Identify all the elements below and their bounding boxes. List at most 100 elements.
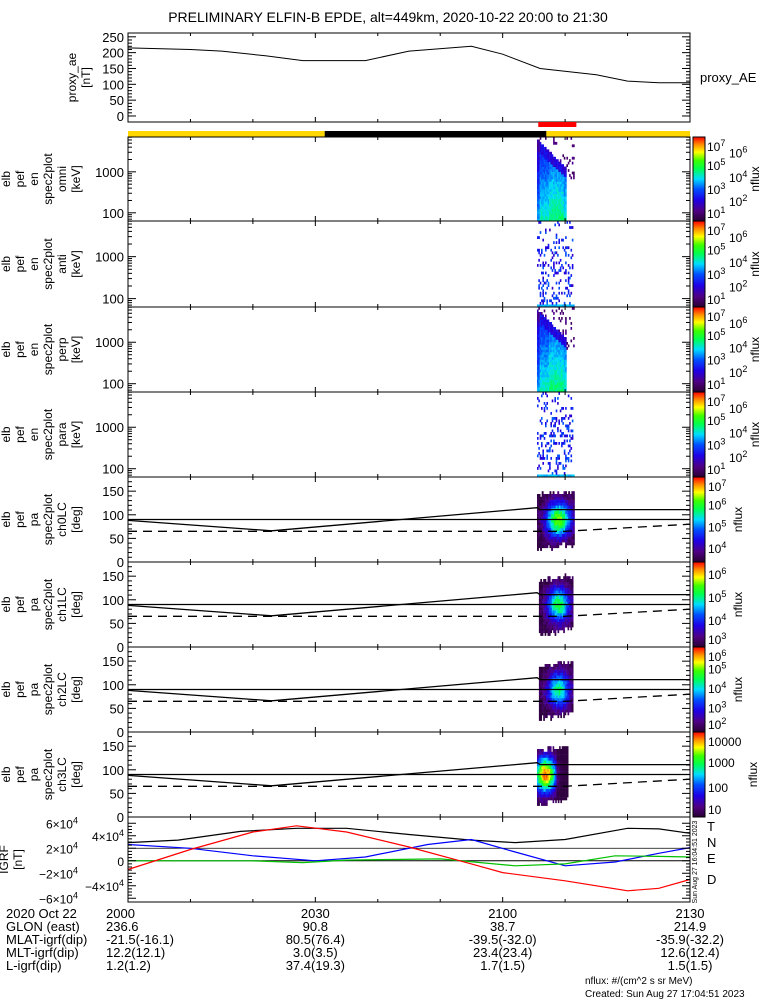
spectrogram-cell (562, 364, 564, 368)
spectrogram-cell (551, 329, 554, 333)
spectrogram-cell (554, 525, 557, 529)
spectrogram-cell (538, 610, 541, 614)
spectrogram-cell (557, 785, 560, 789)
spectrogram-cell (558, 539, 561, 543)
spectrogram-cell (561, 203, 563, 207)
spectrogram-cell (544, 800, 547, 804)
spectrogram-cell (567, 452, 570, 455)
tick-mantissa: 6×10 (46, 817, 73, 831)
spectrogram-cell (555, 542, 558, 546)
spectrogram-cell (543, 342, 546, 345)
spectrogram-cell (553, 596, 555, 600)
spectrogram-cell (544, 760, 547, 764)
spectrogram-cell (568, 533, 571, 537)
spectrogram-cell (560, 511, 563, 515)
spectrogram-cell (559, 379, 562, 383)
spectrogram-cell (543, 627, 545, 631)
spectrogram-cell (565, 206, 567, 209)
y-tick-label: 1000 (95, 250, 124, 265)
spectrogram-cell (546, 777, 548, 781)
spectrogram-cell (561, 367, 563, 370)
spectrogram-cell (563, 201, 566, 204)
spectrogram-cell (571, 519, 574, 523)
spectrogram-cell (544, 757, 547, 761)
spectrogram-cell (558, 193, 560, 197)
spectrogram-cell (559, 754, 561, 758)
spectrogram-cell (538, 695, 541, 699)
spectrogram-cell (549, 545, 552, 549)
spectrogram-cell (547, 780, 549, 784)
y-tick-label: 150 (102, 484, 124, 499)
spectrogram-cell (542, 384, 544, 388)
spectrogram-cell (563, 627, 565, 631)
spectrogram-cell (543, 669, 545, 673)
spectrogram-cell (544, 797, 547, 801)
spectrogram-cell (542, 337, 544, 340)
spectrogram-cell (554, 357, 556, 360)
spectrogram-cell (550, 186, 552, 190)
spectrogram-cell (540, 547, 542, 551)
spectrogram-cell (553, 615, 555, 619)
spectrogram-cell (557, 454, 559, 458)
spectrogram-cell (551, 791, 553, 795)
spectrogram-cell (540, 624, 542, 628)
spectrogram-cell (537, 357, 539, 360)
spectrogram-cell (546, 689, 548, 693)
spectrogram-cell (541, 322, 543, 325)
spectrogram-cell (558, 223, 560, 227)
spectrogram-cell (544, 596, 547, 600)
spectrogram-cell (541, 382, 543, 385)
spectrogram-cell (546, 607, 548, 611)
spectrogram-cell (558, 627, 561, 631)
spectrogram-cell (553, 198, 555, 202)
spectrogram-cell (537, 387, 539, 390)
spectrogram-cell (554, 362, 556, 365)
spectrogram-cell (557, 166, 559, 170)
spectrogram-cell (563, 615, 565, 619)
spectrogram-cell (547, 754, 549, 758)
spectrogram-cell (556, 601, 558, 605)
spectrogram-cell (565, 511, 567, 515)
spectrogram-cell (554, 186, 556, 190)
colorbar-tick-exponent: 6 (742, 315, 747, 325)
spectrogram-cell (567, 304, 570, 308)
spectrogram-cell (547, 188, 550, 192)
spectrogram-cell (563, 183, 566, 187)
spectrogram-cell (563, 499, 566, 503)
spectrogram-cell (563, 771, 565, 775)
spectrogram-cell (550, 349, 552, 353)
spectrogram-cell (548, 700, 551, 704)
spectrogram-cell (548, 590, 551, 594)
spectrogram-cell (553, 174, 555, 177)
spectrogram-cell (557, 672, 560, 676)
spectrogram-cell (566, 618, 568, 622)
spectrogram-cell (544, 579, 547, 583)
spectrogram-cell (567, 264, 570, 267)
spectrogram-cell (543, 666, 545, 670)
spectrogram-cell (559, 181, 562, 185)
spectrogram-cell (555, 384, 558, 388)
spectrogram-cell (547, 511, 550, 515)
spectrogram-cell (546, 664, 548, 668)
spectrogram-cell (564, 692, 567, 696)
spectrogram-cell (540, 749, 543, 753)
spectrogram-cell (537, 505, 539, 509)
spectrogram-cell (565, 176, 567, 180)
spectrogram-cell (538, 681, 541, 685)
spectrogram-cell (538, 698, 541, 702)
spectrogram-cell (551, 513, 553, 517)
spectrogram-cell (563, 417, 566, 420)
spectrogram-cell (571, 664, 574, 668)
spectrogram-cell (543, 457, 546, 460)
spectrogram-cell (547, 342, 550, 345)
spectrogram-cell (558, 576, 561, 580)
spectrogram-cell (543, 281, 546, 285)
spectrogram-cell (544, 777, 547, 781)
spectrogram-cell (557, 364, 559, 368)
spectrogram-cell (543, 332, 546, 335)
spectrogram-cell (550, 216, 552, 219)
spectrogram-cell (540, 598, 542, 602)
ephemeris-row-label: 2020 Oct 22 (6, 906, 77, 921)
spectrogram-cell (551, 760, 553, 764)
spectrogram-cell (541, 672, 544, 676)
